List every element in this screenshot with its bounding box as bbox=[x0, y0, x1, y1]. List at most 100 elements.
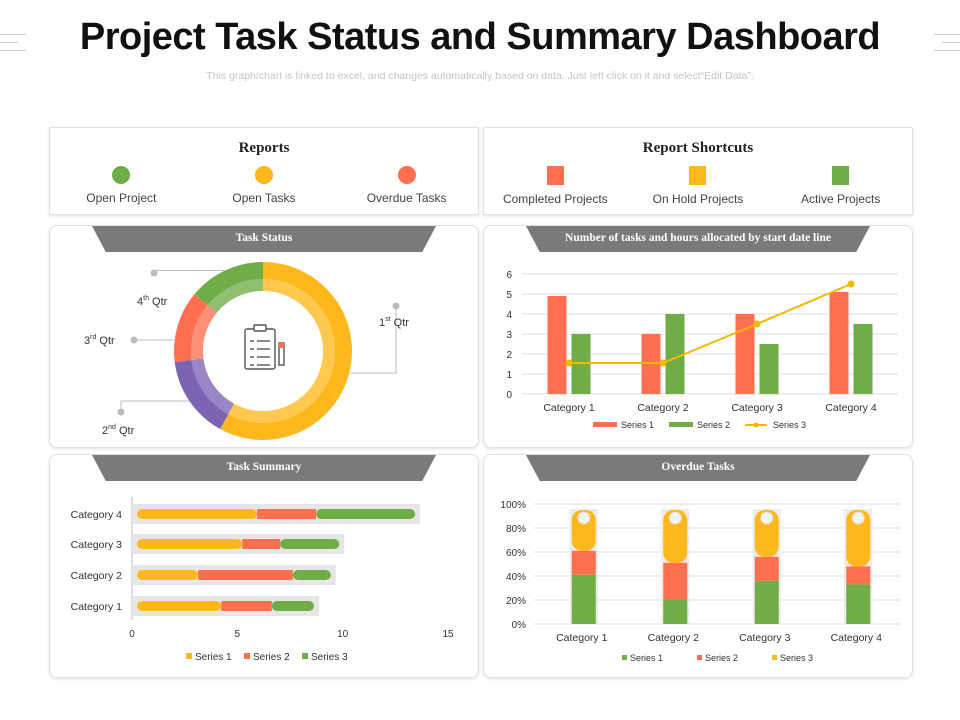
line-point bbox=[565, 359, 573, 367]
y-tick-label: 0% bbox=[512, 620, 527, 631]
slice-label: 3rd Qtr bbox=[84, 334, 115, 347]
legend-swatch bbox=[772, 655, 777, 660]
shortcut-label: Active Projects bbox=[800, 192, 881, 206]
shortcut-label: Completed Projects bbox=[502, 192, 608, 206]
y-tick-label: Category 4 bbox=[71, 509, 123, 521]
bar-cap-knob bbox=[668, 511, 682, 525]
tasks-hours-panel: Number of tasks and hours allocated by s… bbox=[483, 225, 913, 448]
legend-swatch bbox=[697, 655, 702, 660]
bar bbox=[547, 296, 567, 394]
on-hold-projects-square-icon bbox=[689, 166, 707, 185]
y-tick-label: 100% bbox=[500, 500, 526, 511]
shortcut-on-hold-projects[interactable]: On Hold Projects bbox=[633, 166, 763, 206]
x-tick-label: Category 1 bbox=[543, 402, 595, 414]
legend-label: Series 2 bbox=[253, 652, 290, 663]
bar-segment bbox=[137, 601, 222, 611]
page-subtitle: This graph/chart is linked to excel, and… bbox=[206, 70, 754, 82]
report-shortcuts-card: Report Shortcuts Completed Projects On H… bbox=[483, 127, 913, 215]
overdue-tasks-stacked-chart[interactable]: 0% 20% 40% 60% 80% 100% Category 1 Category 2 Ca… bbox=[484, 455, 914, 679]
x-tick-label: Category 4 bbox=[825, 402, 877, 414]
overdue-tasks-dot-icon bbox=[397, 166, 416, 184]
bar-segment bbox=[571, 574, 596, 624]
y-tick-label: Category 2 bbox=[71, 570, 123, 582]
pen-tip-icon bbox=[279, 343, 284, 348]
y-tick-label: 3 bbox=[506, 330, 512, 341]
y-tick-label: 80% bbox=[506, 524, 526, 535]
bar-segment bbox=[846, 510, 871, 567]
bar-segment bbox=[754, 556, 779, 581]
doughnut-slice-inner bbox=[191, 358, 235, 415]
legend-label: Series 3 bbox=[773, 420, 806, 430]
x-tick-label: Category 3 bbox=[739, 632, 791, 644]
legend-label: Series 3 bbox=[780, 653, 813, 663]
overdue-tasks-panel: Overdue Tasks 0% 20% 40% 60% 80% 100% Category… bbox=[483, 454, 913, 678]
bar-segment bbox=[137, 509, 258, 519]
bar-segment bbox=[846, 566, 871, 585]
bar-segment bbox=[663, 600, 688, 624]
y-tick-label: 60% bbox=[506, 548, 526, 559]
task-summary-bar-chart[interactable]: 0 5 10 15 Category 1 Category 2 Category 3 Cate… bbox=[50, 455, 480, 679]
shortcut-active-projects[interactable]: Active Projects bbox=[776, 166, 906, 206]
legend-swatch bbox=[302, 653, 308, 659]
leader-dot bbox=[392, 302, 400, 310]
bar-segment bbox=[221, 601, 272, 611]
report-open-tasks[interactable]: Open Tasks bbox=[199, 166, 329, 205]
bar bbox=[665, 314, 685, 394]
legend-swatch bbox=[622, 655, 627, 660]
bar-segment bbox=[754, 510, 779, 557]
shortcuts-title: Report Shortcuts bbox=[642, 140, 754, 156]
y-tick-label: 20% bbox=[506, 596, 526, 607]
y-tick-label: 40% bbox=[506, 572, 526, 583]
bar-segment bbox=[663, 510, 688, 563]
legend-swatch bbox=[244, 653, 250, 659]
bar-segment bbox=[754, 580, 779, 624]
y-tick-label: 0 bbox=[506, 390, 512, 401]
series-line bbox=[569, 283, 852, 364]
bar-segment bbox=[242, 539, 281, 549]
bar-segment bbox=[198, 570, 293, 580]
bar-segment bbox=[663, 562, 688, 600]
page-title: Project Task Status and Summary Dashboar… bbox=[79, 16, 881, 58]
report-open-project[interactable]: Open Project bbox=[56, 166, 186, 205]
slice-label: 4th Qtr bbox=[137, 295, 168, 308]
y-tick-label: 5 bbox=[506, 290, 512, 301]
bar-segment bbox=[137, 539, 243, 549]
doughnut-slice-outer bbox=[174, 294, 208, 363]
x-tick-label: 10 bbox=[337, 629, 349, 640]
shortcut-completed-projects[interactable]: Completed Projects bbox=[490, 166, 620, 206]
legend-label: Series 1 bbox=[630, 653, 663, 663]
task-status-doughnut-chart[interactable]: 1st Qtr 2nd Qtr 3rd Qtr 4th Qtr bbox=[50, 226, 480, 449]
report-label: Open Project bbox=[86, 191, 157, 205]
active-projects-square-icon bbox=[832, 166, 850, 185]
open-project-dot-icon bbox=[112, 166, 131, 184]
completed-projects-square-icon bbox=[546, 166, 564, 185]
doughnut-slice-outer bbox=[220, 262, 352, 440]
x-tick-label: Category 3 bbox=[731, 402, 783, 414]
y-tick-label: Category 3 bbox=[71, 539, 123, 551]
report-overdue-tasks[interactable]: Overdue Tasks bbox=[342, 166, 472, 205]
y-tick-label: Category 1 bbox=[71, 601, 123, 613]
leader-dot bbox=[150, 269, 158, 277]
bar-segment bbox=[271, 601, 314, 611]
bar-segment bbox=[571, 550, 596, 575]
shortcut-label: On Hold Projects bbox=[652, 192, 744, 206]
bar-cap-knob bbox=[760, 511, 774, 525]
reports-card: Reports Open Project Open Tasks Overdue … bbox=[49, 127, 479, 215]
bar-segment bbox=[316, 509, 416, 519]
task-status-panel: Task Status 1st Qtr 2nd Qtr 3rd Qtr 4th Qtr bbox=[49, 225, 479, 448]
line-point bbox=[847, 280, 855, 288]
doughnut-slice-inner bbox=[191, 305, 217, 361]
slice-label: 2nd Qtr bbox=[102, 424, 135, 437]
leader-line bbox=[153, 269, 226, 273]
bar bbox=[735, 314, 755, 394]
task-summary-banner: Task Summary bbox=[92, 455, 436, 481]
tasks-hours-bar-line-chart[interactable]: 0 1 2 3 4 5 6 Category 1 Category 2 Category 3 Cat… bbox=[484, 226, 914, 449]
report-label: Overdue Tasks bbox=[366, 191, 447, 205]
bar bbox=[829, 292, 849, 394]
open-tasks-dot-icon bbox=[254, 166, 273, 184]
task-status-banner: Task Status bbox=[92, 226, 436, 252]
legend-swatch bbox=[669, 422, 693, 427]
doughnut-slice-inner bbox=[207, 279, 263, 313]
doughnut-hole bbox=[203, 291, 323, 411]
line-point bbox=[753, 320, 761, 328]
